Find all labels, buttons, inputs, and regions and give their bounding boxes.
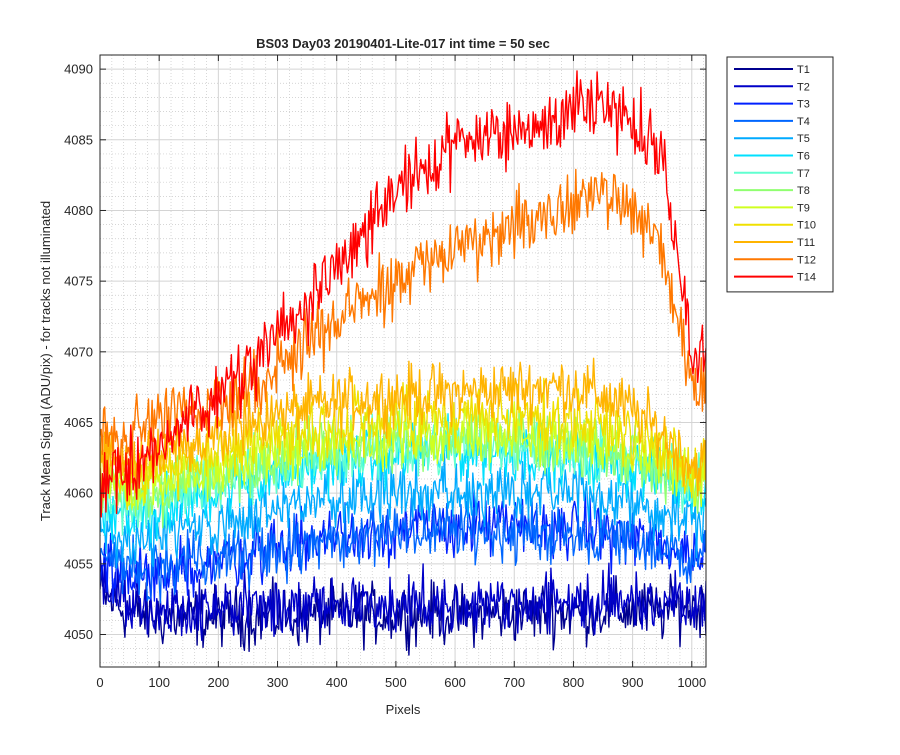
series-line-t3 xyxy=(100,489,706,604)
x-tick-label: 800 xyxy=(563,675,585,690)
series-line-t4 xyxy=(100,497,706,604)
series-line-t10 xyxy=(100,377,706,511)
x-tick-label: 300 xyxy=(267,675,289,690)
x-tick-label: 500 xyxy=(385,675,407,690)
plot-background xyxy=(100,55,706,667)
x-tick-label: 600 xyxy=(444,675,466,690)
legend-label: T2 xyxy=(797,81,810,93)
y-tick-label: 4085 xyxy=(64,132,93,147)
legend-label: T12 xyxy=(797,254,816,266)
x-axis-label: Pixels xyxy=(386,702,421,717)
legend-label: T6 xyxy=(797,151,810,163)
x-tick-label: 200 xyxy=(208,675,230,690)
legend-label: T11 xyxy=(797,237,815,249)
x-tick-label: 400 xyxy=(326,675,348,690)
legend-label: T14 xyxy=(797,272,816,284)
y-tick-label: 4080 xyxy=(64,203,93,218)
y-tick-label: 4065 xyxy=(64,415,93,430)
legend-label: T9 xyxy=(797,202,810,214)
legend-label: T7 xyxy=(797,168,810,180)
y-tick-label: 4050 xyxy=(64,627,93,642)
x-tick-label: 700 xyxy=(503,675,525,690)
chart-title: BS03 Day03 20190401-Lite-017 int time = … xyxy=(256,36,550,51)
legend-box xyxy=(726,56,834,293)
plot-frame xyxy=(99,54,707,668)
legend-label: T8 xyxy=(797,185,810,197)
legend-label: T1 xyxy=(797,64,810,76)
series-line-t14 xyxy=(100,70,706,518)
x-axis-ticks: 0 100 200 300 400 500 600 700 800 900 1000 xyxy=(96,55,706,690)
series-group xyxy=(100,70,706,656)
legend-label: T4 xyxy=(797,116,810,128)
legend-label: T3 xyxy=(797,99,810,111)
x-tick-label: 1000 xyxy=(677,675,706,690)
x-tick-label: 0 xyxy=(96,675,103,690)
series-line-t11 xyxy=(100,357,706,497)
legend-label: T5 xyxy=(797,133,810,145)
y-tick-label: 4055 xyxy=(64,556,93,571)
legend-label: T10 xyxy=(797,220,816,232)
y-tick-label: 4090 xyxy=(64,62,93,77)
legend: T1 T2 T3 T4 T5 T6 T7 T8 T9 T10 T11 T12 T14 xyxy=(726,56,834,293)
y-tick-label: 4075 xyxy=(64,274,93,289)
y-tick-label: 4070 xyxy=(64,344,93,359)
series-line-t2 xyxy=(100,550,706,641)
y-axis-ticks: 4050 4055 4060 4065 4070 4075 4080 4085 4090 xyxy=(64,62,706,642)
y-tick-label: 4060 xyxy=(64,486,93,501)
y-axis-label: Track Mean Signal (ADU/pix) - for tracks… xyxy=(38,201,53,521)
x-tick-label: 100 xyxy=(148,675,170,690)
x-tick-label: 900 xyxy=(622,675,644,690)
